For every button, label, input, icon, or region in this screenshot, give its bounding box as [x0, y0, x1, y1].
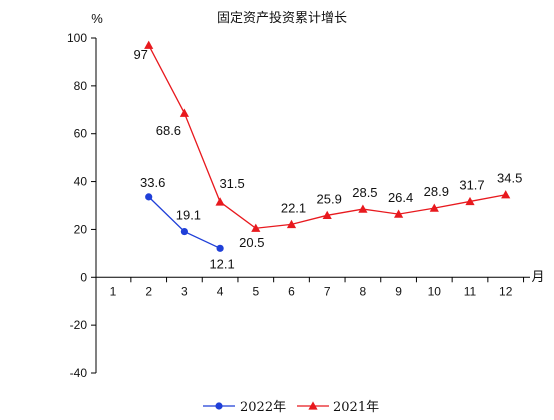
x-tick-label: 11 — [464, 284, 477, 298]
data-label: 12.1 — [209, 256, 234, 271]
data-label: 34.5 — [497, 171, 522, 186]
series-point — [465, 196, 475, 206]
y-tick-label: 60 — [74, 127, 88, 141]
x-tick-label: 4 — [217, 284, 224, 298]
data-label: 97 — [133, 47, 147, 62]
y-tick-label: -20 — [70, 318, 88, 332]
legend: 2022年 2021年 — [203, 400, 379, 415]
y-tick-label: 20 — [74, 222, 88, 236]
series-point — [501, 190, 511, 199]
y-tick-label: 80 — [74, 79, 88, 93]
series-line-2022 — [148, 196, 221, 249]
series-point — [429, 203, 439, 212]
legend-marker — [308, 401, 318, 410]
data-labels: 33.6 19.1 12.1 97 68.6 31.5 20.5 22.1 25.9 28.5 26… — [133, 47, 522, 271]
x-tick-label: 9 — [395, 284, 402, 298]
y-axis-unit: % — [91, 11, 103, 26]
y-tick-label: 0 — [80, 270, 87, 284]
data-label: 31.7 — [459, 177, 484, 192]
y-tick-label: 100 — [67, 31, 87, 45]
x-tick-label: 2 — [145, 284, 152, 298]
data-label: 25.9 — [317, 191, 342, 206]
series-point — [358, 204, 368, 213]
x-axis-unit: 月 — [531, 269, 544, 284]
x-tick-label: 7 — [324, 284, 331, 298]
data-label: 31.5 — [219, 176, 244, 191]
x-tick-label: 3 — [181, 284, 188, 298]
series-point — [215, 197, 225, 206]
legend-label: 2021年 — [333, 400, 379, 415]
data-label: 28.9 — [424, 184, 449, 199]
legend-label: 2022年 — [240, 400, 286, 415]
x-tick-label: 12 — [499, 284, 513, 298]
series-point — [394, 209, 404, 218]
series-point — [179, 108, 189, 117]
data-label: 26.4 — [388, 190, 413, 205]
data-label: 28.5 — [352, 185, 377, 200]
series-layer — [144, 40, 511, 252]
series-point — [216, 244, 224, 252]
data-label: 33.6 — [140, 175, 165, 190]
series-point — [322, 210, 332, 219]
legend-marker — [215, 402, 223, 410]
series-point — [286, 219, 297, 229]
data-label: 19.1 — [176, 208, 201, 223]
y-tick-label: -40 — [70, 366, 88, 380]
x-tick-label: 5 — [252, 284, 259, 298]
data-label: 22.1 — [281, 200, 306, 215]
x-tick-label: 6 — [288, 284, 295, 298]
x-tick-label: 10 — [428, 284, 442, 298]
series-point — [145, 193, 153, 201]
data-label: 20.5 — [239, 235, 264, 250]
x-tick-label: 1 — [110, 284, 117, 298]
chart-title: 固定资产投资累计增长 — [217, 10, 347, 26]
y-tick-label: 40 — [74, 175, 88, 189]
data-label: 68.6 — [156, 123, 181, 138]
series-point — [180, 227, 188, 236]
x-tick-label: 8 — [360, 284, 367, 298]
series-point — [144, 40, 154, 49]
series-point — [251, 223, 261, 232]
